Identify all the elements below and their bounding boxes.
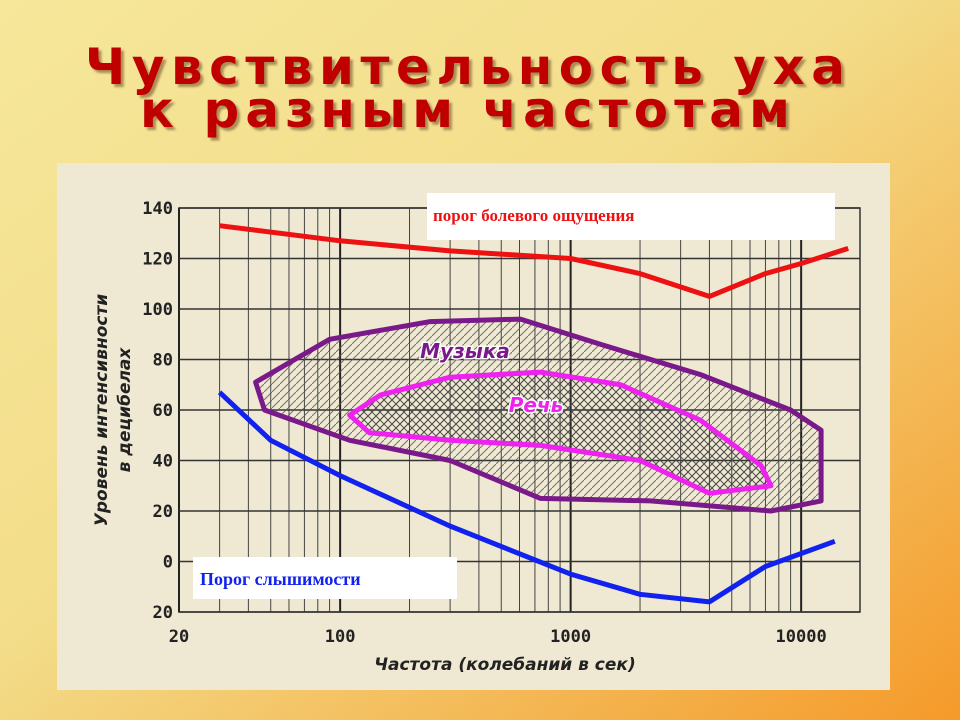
region [347,369,774,496]
region-label: Речь [509,393,564,417]
x-tick-label: 100 [325,627,356,647]
legend-label: порог болевого ощущения [433,206,635,225]
y-tick-label: 40 [153,452,173,472]
chart-title: к разным частотам [140,81,790,139]
x-axis-label: Частота (колебаний в сек) [374,655,635,675]
y-tick-label: 20 [153,502,173,522]
legend-box [193,557,457,599]
y-axis-label: в децибелах [115,347,135,473]
y-tick-label: 20 [153,603,173,623]
y-tick-label: 120 [142,250,173,270]
y-tick-label: 100 [142,300,173,320]
region-label: Музыка [420,339,510,363]
x-tick-label: 10000 [776,627,827,647]
line [217,390,836,605]
x-tick-label: 20 [169,627,189,647]
y-tick-label: 0 [163,553,173,573]
legend-box [427,193,835,240]
line [219,223,849,299]
y-axis-label: Уровень интенсивности [92,294,112,527]
chart-title: Чувствительность уха [85,38,845,96]
plot: 20 100 1000 10000 20 0 20 40 60 80 100 120 140 порог … [142,193,861,647]
legend-label: Порог слышимости [200,569,361,589]
x-tick-label: 1000 [550,627,591,647]
y-tick-label: 60 [153,401,173,421]
y-tick-label: 140 [142,199,173,219]
y-tick-label: 80 [153,351,173,371]
